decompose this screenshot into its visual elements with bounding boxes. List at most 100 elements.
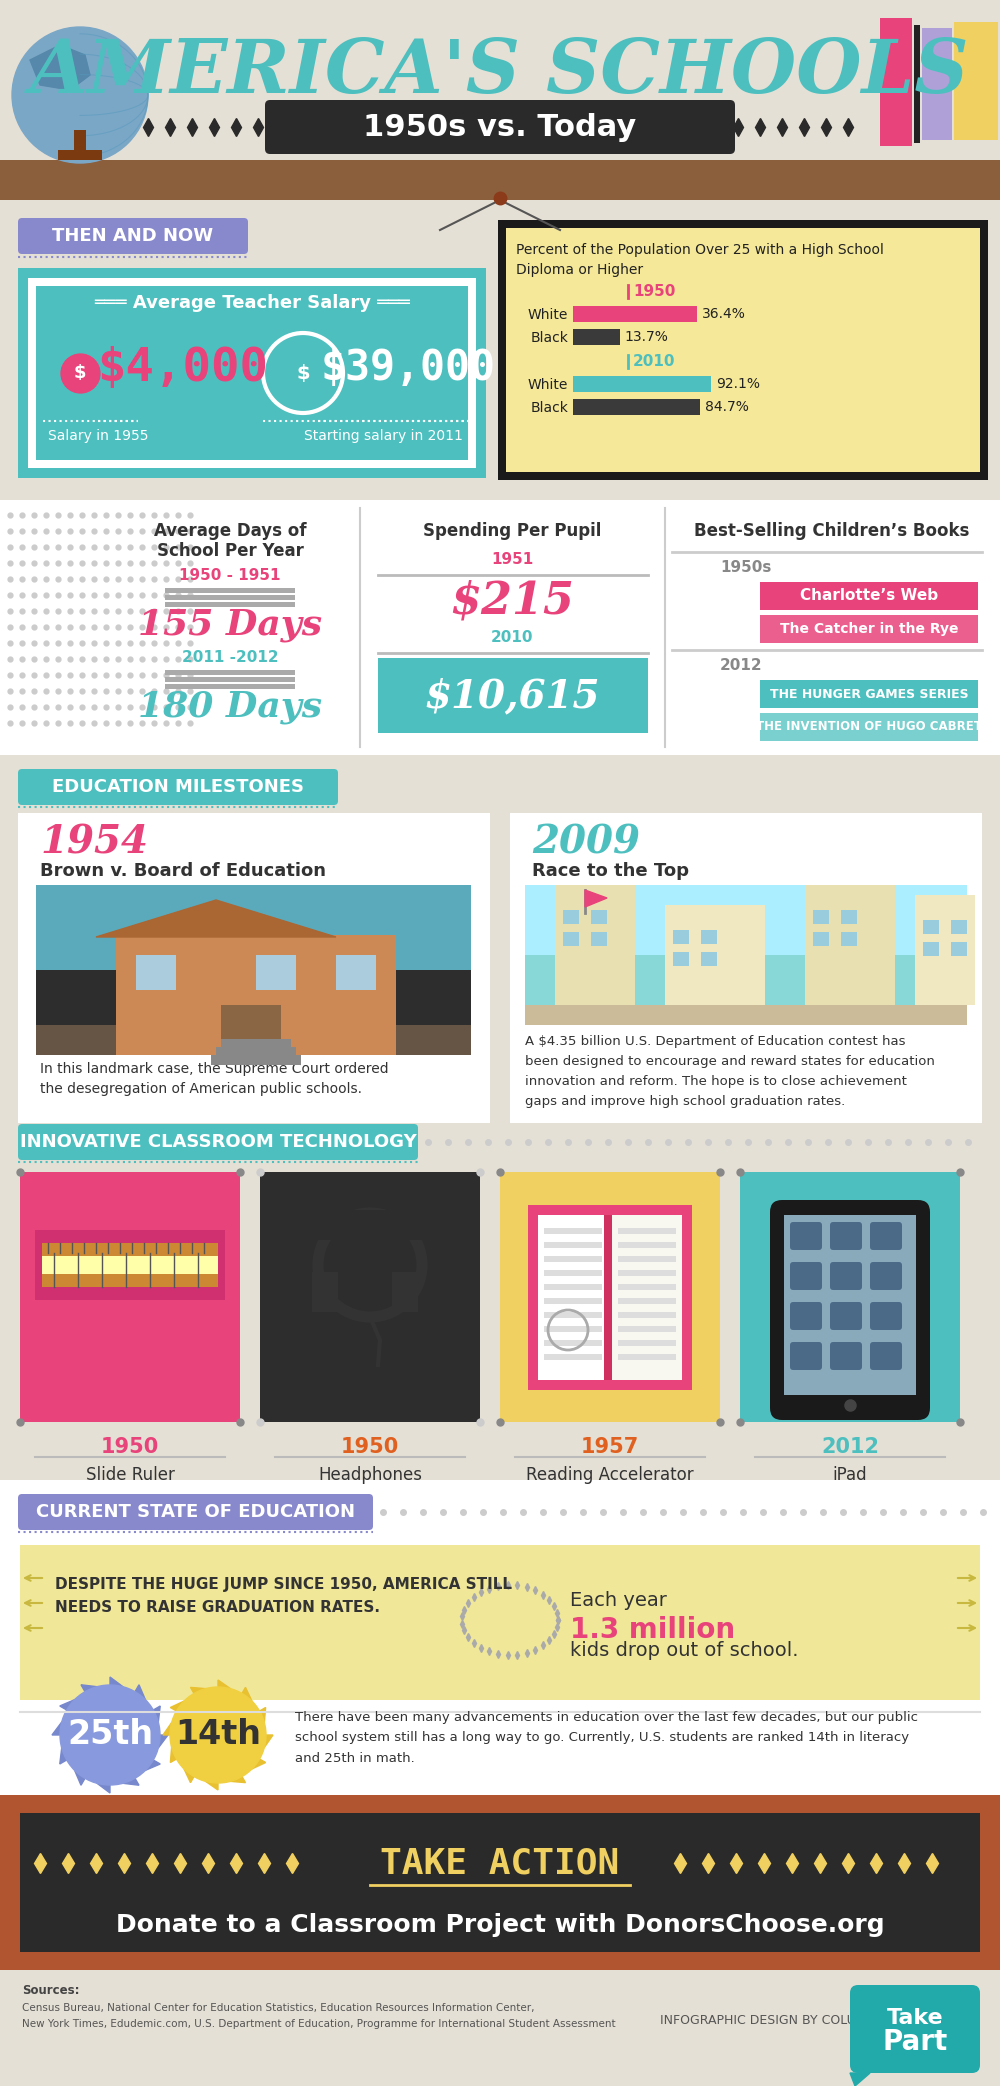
- Polygon shape: [60, 1736, 110, 1765]
- Text: $: $: [74, 363, 86, 382]
- Polygon shape: [218, 1679, 230, 1736]
- Text: EDUCATION MILESTONES: EDUCATION MILESTONES: [52, 778, 304, 797]
- Text: Starting salary in 2011: Starting salary in 2011: [304, 430, 462, 442]
- FancyBboxPatch shape: [951, 920, 967, 935]
- FancyBboxPatch shape: [0, 1479, 1000, 1794]
- FancyBboxPatch shape: [841, 932, 857, 945]
- FancyBboxPatch shape: [318, 1210, 422, 1239]
- FancyBboxPatch shape: [612, 1214, 682, 1381]
- Text: TAKE ACTION: TAKE ACTION: [380, 1846, 620, 1879]
- Text: 1951: 1951: [491, 553, 533, 567]
- FancyBboxPatch shape: [265, 100, 735, 154]
- Polygon shape: [218, 1736, 273, 1748]
- FancyBboxPatch shape: [922, 27, 952, 140]
- FancyBboxPatch shape: [36, 884, 471, 970]
- Polygon shape: [110, 1706, 160, 1736]
- FancyBboxPatch shape: [116, 935, 396, 1056]
- Polygon shape: [170, 1700, 218, 1736]
- FancyBboxPatch shape: [0, 0, 1000, 161]
- Text: 2012: 2012: [720, 657, 763, 674]
- Text: THE HUNGER GAMES SERIES: THE HUNGER GAMES SERIES: [770, 688, 968, 701]
- FancyBboxPatch shape: [563, 909, 579, 924]
- Text: AMERICA'S SCHOOLS: AMERICA'S SCHOOLS: [30, 35, 970, 108]
- Text: the desegregation of American public schools.: the desegregation of American public sch…: [40, 1083, 362, 1095]
- Polygon shape: [81, 1685, 110, 1736]
- FancyBboxPatch shape: [923, 943, 939, 955]
- FancyBboxPatch shape: [701, 951, 717, 966]
- FancyBboxPatch shape: [378, 657, 648, 732]
- Polygon shape: [97, 1736, 110, 1794]
- Text: 1950: 1950: [633, 284, 675, 300]
- FancyBboxPatch shape: [36, 1024, 471, 1056]
- FancyBboxPatch shape: [880, 19, 912, 146]
- FancyBboxPatch shape: [618, 1285, 676, 1289]
- FancyBboxPatch shape: [165, 678, 295, 682]
- Text: 2012: 2012: [821, 1437, 879, 1456]
- Text: New York Times, Edudemic.com, U.S. Department of Education, Programme for Intern: New York Times, Edudemic.com, U.S. Depar…: [22, 2019, 616, 2030]
- FancyBboxPatch shape: [18, 770, 338, 805]
- Text: School Per Year: School Per Year: [157, 542, 303, 559]
- FancyBboxPatch shape: [673, 951, 689, 966]
- FancyBboxPatch shape: [18, 1124, 418, 1160]
- FancyBboxPatch shape: [760, 713, 978, 741]
- Text: Reading Accelerator: Reading Accelerator: [526, 1466, 694, 1483]
- Text: Best-Selling Children’s Books: Best-Selling Children’s Books: [694, 522, 970, 540]
- Polygon shape: [75, 1736, 110, 1786]
- FancyBboxPatch shape: [336, 955, 376, 991]
- FancyBboxPatch shape: [618, 1256, 676, 1262]
- Text: 2009: 2009: [532, 824, 640, 862]
- FancyBboxPatch shape: [0, 501, 1000, 755]
- Text: Each year: Each year: [570, 1590, 673, 1610]
- FancyBboxPatch shape: [20, 1172, 240, 1423]
- Polygon shape: [60, 1700, 110, 1736]
- FancyBboxPatch shape: [830, 1222, 862, 1250]
- Text: 2010: 2010: [633, 355, 676, 369]
- FancyBboxPatch shape: [58, 150, 102, 161]
- Text: been designed to encourage and reward states for education: been designed to encourage and reward st…: [525, 1056, 935, 1068]
- FancyBboxPatch shape: [0, 161, 1000, 200]
- FancyBboxPatch shape: [510, 814, 982, 1122]
- FancyBboxPatch shape: [573, 375, 711, 392]
- Text: Headphones: Headphones: [318, 1466, 422, 1483]
- FancyBboxPatch shape: [498, 219, 988, 480]
- Polygon shape: [110, 1685, 145, 1736]
- FancyBboxPatch shape: [18, 267, 486, 478]
- Polygon shape: [218, 1736, 266, 1769]
- FancyBboxPatch shape: [544, 1256, 602, 1262]
- Polygon shape: [110, 1736, 160, 1771]
- FancyBboxPatch shape: [544, 1339, 602, 1345]
- FancyBboxPatch shape: [618, 1312, 676, 1318]
- Text: 92.1%: 92.1%: [716, 378, 760, 390]
- Text: 1950: 1950: [341, 1437, 399, 1456]
- FancyBboxPatch shape: [544, 1285, 602, 1289]
- Text: 1950: 1950: [101, 1437, 159, 1456]
- FancyBboxPatch shape: [770, 1199, 930, 1421]
- FancyBboxPatch shape: [20, 1546, 980, 1700]
- FancyBboxPatch shape: [790, 1341, 822, 1371]
- FancyBboxPatch shape: [18, 1494, 373, 1529]
- Text: Part: Part: [882, 2028, 948, 2057]
- FancyBboxPatch shape: [165, 670, 295, 676]
- Text: 1950 - 1951: 1950 - 1951: [179, 567, 281, 582]
- FancyBboxPatch shape: [618, 1241, 676, 1247]
- FancyBboxPatch shape: [18, 219, 248, 254]
- FancyBboxPatch shape: [538, 1214, 608, 1381]
- FancyBboxPatch shape: [312, 1272, 338, 1312]
- FancyBboxPatch shape: [618, 1297, 676, 1304]
- Text: 155 Days: 155 Days: [138, 607, 322, 642]
- Text: $215: $215: [450, 580, 574, 624]
- Text: iPad: iPad: [833, 1466, 867, 1483]
- FancyBboxPatch shape: [525, 1005, 967, 1024]
- FancyBboxPatch shape: [544, 1270, 602, 1277]
- FancyBboxPatch shape: [0, 755, 1000, 1110]
- FancyBboxPatch shape: [790, 1262, 822, 1289]
- FancyBboxPatch shape: [221, 1039, 291, 1049]
- Text: CURRENT STATE OF EDUCATION: CURRENT STATE OF EDUCATION: [36, 1504, 356, 1521]
- Text: school system still has a long way to go. Currently, U.S. students are ranked 14: school system still has a long way to go…: [295, 1731, 909, 1744]
- FancyBboxPatch shape: [618, 1229, 676, 1235]
- FancyBboxPatch shape: [544, 1354, 602, 1360]
- FancyBboxPatch shape: [604, 1214, 612, 1381]
- Text: Slide Ruler: Slide Ruler: [86, 1466, 174, 1483]
- FancyBboxPatch shape: [136, 955, 176, 991]
- FancyBboxPatch shape: [954, 23, 998, 140]
